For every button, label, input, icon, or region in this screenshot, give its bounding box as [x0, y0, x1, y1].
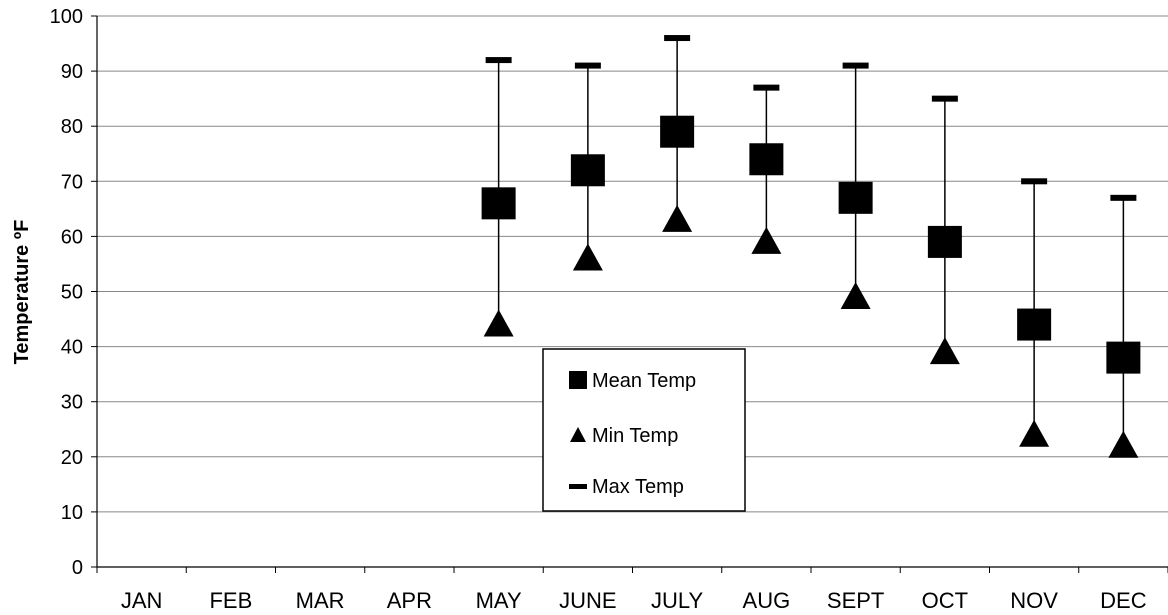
x-tick-label: JAN — [121, 588, 163, 613]
x-tick-label: APR — [387, 588, 432, 613]
y-tick-label: 80 — [61, 116, 83, 138]
mean-temp-marker — [1106, 341, 1141, 374]
mean-temp-marker — [570, 154, 605, 187]
max-temp-marker — [1110, 194, 1137, 201]
max-temp-marker — [485, 57, 512, 64]
max-temp-marker — [753, 84, 780, 91]
max-temp-marker — [1021, 178, 1048, 185]
y-tick-label: 60 — [61, 226, 83, 248]
legend-label: Max Temp — [592, 476, 684, 498]
mean-temp-marker — [838, 181, 873, 214]
min-temp-marker — [483, 309, 514, 337]
min-temp-marker — [662, 204, 693, 232]
y-tick-label: 10 — [61, 502, 83, 524]
data-markers — [481, 35, 1141, 458]
mean-temp-marker — [481, 187, 516, 220]
y-tick-labels: 0 10 20 30 40 50 60 70 80 90 100 — [50, 6, 83, 579]
max-temp-marker — [931, 95, 958, 102]
mean-temp-marker — [1017, 308, 1052, 341]
x-tick-label: OCT — [922, 588, 968, 613]
min-temp-marker — [840, 282, 871, 310]
y-tick-label: 0 — [72, 557, 83, 579]
x-tick-label: NOV — [1010, 588, 1058, 613]
x-tick-labels: JAN FEB MAR APR MAY JUNE JULY AUG SEPT OCT NOV DEC — [121, 588, 1147, 613]
axes — [91, 15, 1168, 573]
legend: Mean Temp Min Temp Max Temp — [542, 348, 746, 512]
x-tick-label: FEB — [209, 588, 252, 613]
y-tick-label: 90 — [61, 61, 83, 83]
x-tick-label: MAR — [296, 588, 345, 613]
y-tick-label: 50 — [61, 282, 83, 304]
y-tick-label: 70 — [61, 171, 83, 193]
mean-temp-marker — [660, 115, 695, 148]
gridlines — [97, 15, 1168, 513]
max-temp-marker — [574, 62, 601, 69]
max-temp-marker — [664, 35, 691, 42]
min-temp-marker — [929, 337, 960, 365]
mean-temp-marker — [749, 143, 784, 176]
y-axis-label: Temperature ºF — [11, 220, 33, 365]
legend-triangle-icon — [570, 427, 586, 442]
x-tick-label: DEC — [1100, 588, 1147, 613]
y-tick-label: 100 — [50, 6, 83, 28]
min-temp-marker — [1019, 419, 1050, 447]
y-tick-label: 30 — [61, 392, 83, 414]
x-tick-label: JULY — [651, 588, 703, 613]
legend-square-icon — [569, 371, 587, 389]
max-temp-marker — [842, 62, 869, 69]
y-tick-label: 20 — [61, 447, 83, 469]
min-temp-marker — [751, 226, 782, 254]
legend-label: Mean Temp — [592, 370, 696, 392]
min-temp-marker — [572, 243, 603, 271]
min-temp-marker — [1108, 430, 1139, 458]
mean-temp-marker — [927, 225, 962, 258]
legend-dash-icon — [569, 484, 587, 489]
x-tick-label: SEPT — [827, 588, 884, 613]
y-tick-label: 40 — [61, 337, 83, 359]
legend-label: Min Temp — [592, 425, 678, 447]
x-tick-label: JUNE — [559, 588, 616, 613]
x-tick-label: AUG — [743, 588, 791, 613]
x-tick-label: MAY — [476, 588, 522, 613]
